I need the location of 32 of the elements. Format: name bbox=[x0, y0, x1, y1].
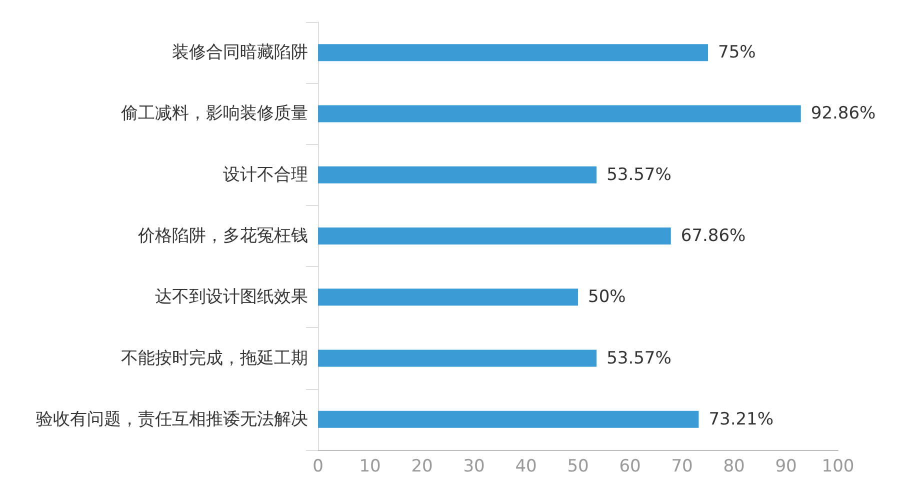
data-label: 67.86% bbox=[680, 226, 746, 246]
y-tick-label: 设计不合理 bbox=[223, 164, 308, 185]
bar bbox=[318, 44, 708, 62]
x-tick-label: 40 bbox=[515, 456, 537, 476]
y-tick-label: 不能按时完成，拖延工期 bbox=[121, 348, 308, 368]
x-tick-label: 0 bbox=[312, 456, 324, 476]
y-tick-label: 偷工减料，影响装修质量 bbox=[121, 104, 308, 124]
bar bbox=[318, 166, 597, 184]
bar bbox=[318, 228, 671, 244]
y-tick-label: 装修合同暗藏陷阱 bbox=[172, 42, 308, 63]
x-tick-label: 90 bbox=[775, 456, 797, 476]
bar bbox=[318, 288, 578, 306]
data-label: 73.21% bbox=[708, 409, 774, 430]
x-tick-label: 20 bbox=[411, 456, 433, 476]
y-tick-label: 达不到设计图纸效果 bbox=[155, 287, 308, 308]
y-tick-label: 验收有问题，责任互相推诿无法解决 bbox=[36, 409, 308, 430]
x-tick-label: 50 bbox=[567, 456, 589, 476]
x-tick-label: 70 bbox=[671, 456, 693, 476]
data-label: 50% bbox=[588, 287, 626, 308]
data-label: 92.86% bbox=[810, 104, 876, 124]
bar bbox=[318, 105, 801, 122]
y-tick-label: 价格陷阱，多花冤枉钱 bbox=[137, 226, 308, 246]
data-label: 53.57% bbox=[606, 348, 672, 368]
data-label: 75% bbox=[718, 42, 756, 63]
x-tick-label: 80 bbox=[723, 456, 745, 476]
x-tick-label: 100 bbox=[822, 456, 854, 476]
x-tick-label: 60 bbox=[619, 456, 641, 476]
x-tick-label: 10 bbox=[359, 456, 381, 476]
x-tick-label: 30 bbox=[463, 456, 485, 476]
bar bbox=[318, 350, 597, 367]
data-label: 53.57% bbox=[606, 164, 672, 185]
bar bbox=[318, 410, 699, 428]
